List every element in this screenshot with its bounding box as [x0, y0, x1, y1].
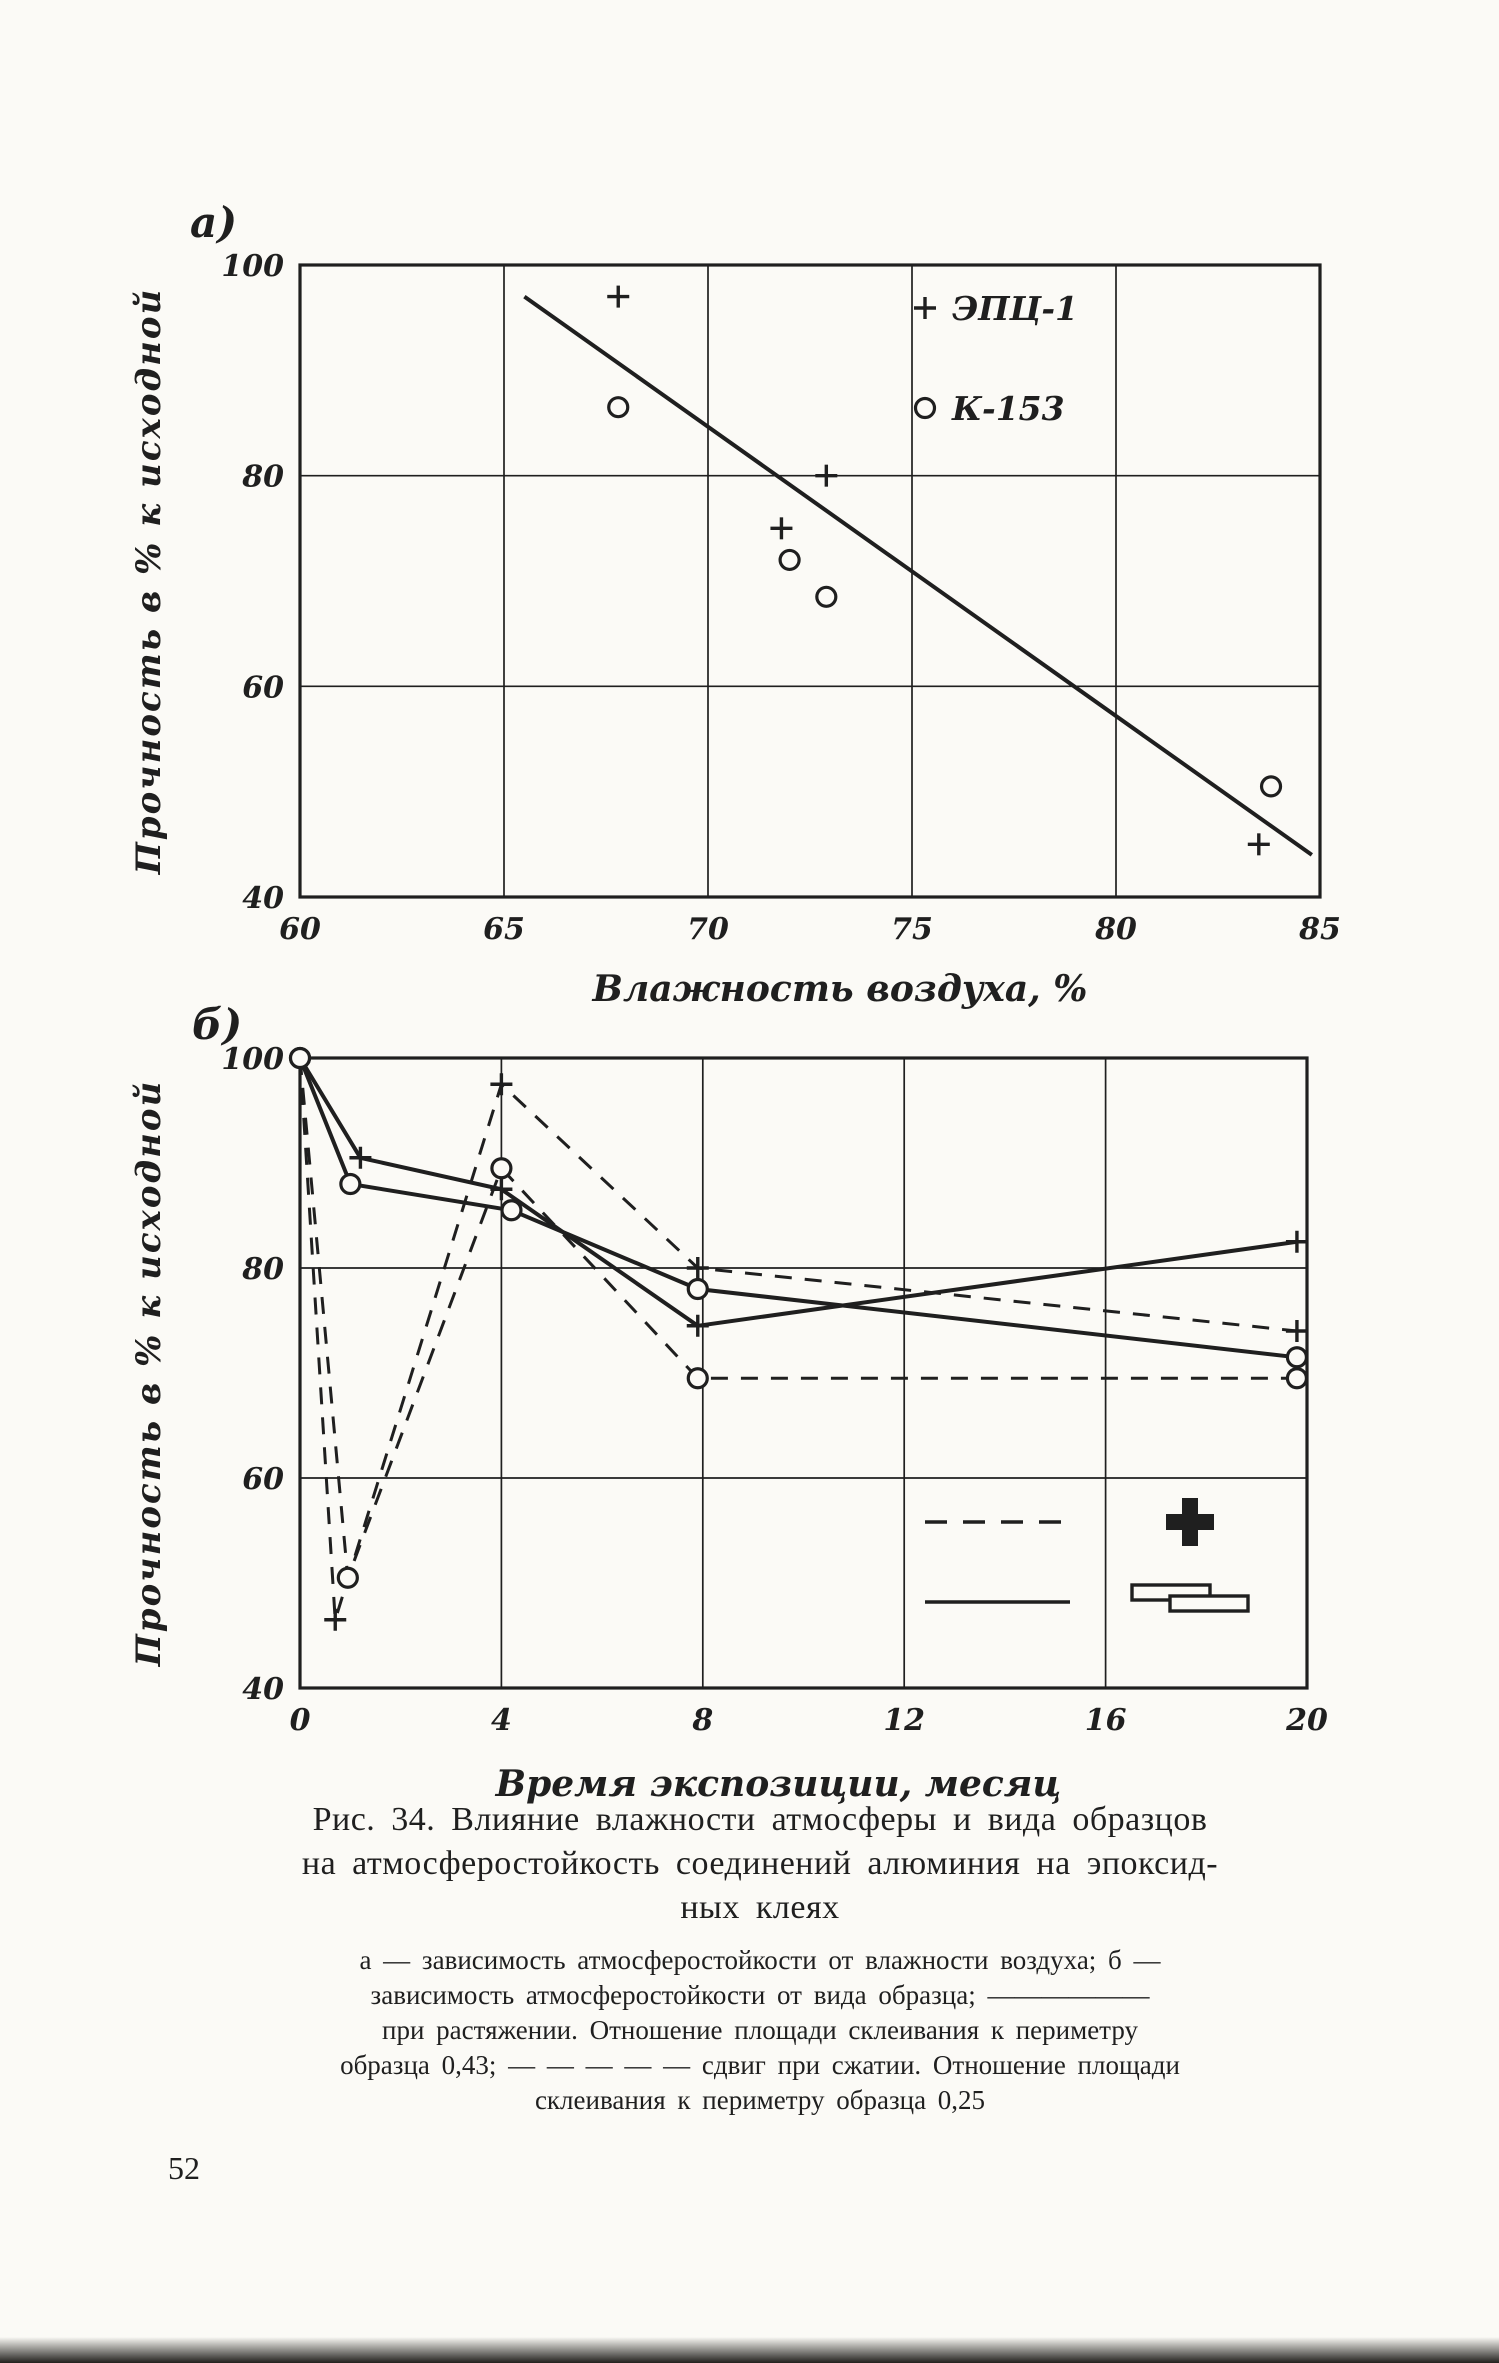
series-markers-plus [289, 1047, 1308, 1337]
y-tick-label: 100 [221, 1042, 284, 1077]
series-markers-circle [288, 1046, 1309, 1589]
caption-title: Рис. 34. Влияние влажности атмосферы и в… [225, 1798, 1295, 1931]
caption-title-line: на атмосферостойкость соединений алюмини… [301, 1845, 1219, 1883]
caption-detail-line: при растяжении. Отношение площади склеив… [382, 2014, 1138, 2045]
series-line-dashed-circle [298, 1057, 1297, 1579]
series-markers-plus [289, 1047, 1308, 1631]
caption-detail-line: а — зависимость атмосферостойкости от вл… [359, 1944, 1161, 1975]
legend-label: ЭПЦ-1 [952, 289, 1078, 328]
x-tick-label: 80 [1094, 912, 1137, 947]
caption-detail-line: образца 0,43; — — — — — сдвиг при сжатии… [340, 2049, 1180, 2080]
x-axis-title: Влажность воздуха, % [592, 968, 1088, 1010]
y-tick-label: 100 [221, 249, 284, 284]
caption-detail: а — зависимость атмосферостойкости от вл… [225, 1943, 1295, 2118]
series-circle [607, 396, 1283, 798]
y-tick-label: 80 [241, 460, 284, 495]
y-tick-label: 40 [242, 881, 284, 916]
page-number: 52 [168, 2150, 200, 2186]
x-tick-label: 8 [691, 1703, 713, 1738]
caption-detail-line: склеивания к периметру образца 0,25 [534, 2084, 986, 2115]
x-tick-label: 85 [1298, 912, 1341, 947]
x-tick-label: 20 [1285, 1703, 1328, 1738]
panel-label-a: а) [190, 198, 238, 247]
y-axis-title: Прочность в % к исходной [129, 1080, 169, 1668]
series-line-solid-plus [298, 1056, 1298, 1328]
x-tick-label: 16 [1085, 1703, 1127, 1738]
page-edge-shadow [0, 2337, 1499, 2363]
trend-line [523, 294, 1313, 857]
cross-specimen-icon [1166, 1498, 1214, 1546]
x-tick-label: 65 [483, 912, 525, 947]
y-tick-label: 40 [242, 1672, 284, 1707]
legend [925, 1498, 1250, 1613]
lap-joint-specimen-icon [1130, 1583, 1250, 1613]
legend-label: К-153 [951, 389, 1065, 428]
panel-label-b: б) [192, 1000, 243, 1049]
figure-caption: Рис. 34. Влияние влажности атмосферы и в… [225, 1798, 1295, 2118]
y-axis-title: Прочность в % к исходной [129, 288, 169, 876]
caption-detail-line: зависимость атмосферостойкости от вида о… [370, 1979, 1150, 2010]
series-plus [607, 285, 1270, 856]
x-axis-title: Время экспозиции, месяц [495, 1763, 1062, 1805]
x-tick-label: 75 [891, 912, 933, 947]
y-tick-label: 80 [241, 1252, 284, 1287]
x-tick-label: 12 [883, 1703, 925, 1738]
x-tick-label: 70 [687, 912, 729, 947]
y-tick-label: 60 [242, 1462, 284, 1497]
axes-grid: 40 60 80 100 0 4 8 12 16 20 [221, 1042, 1328, 1738]
legend: ЭПЦ-1 К-153 [913, 289, 1078, 428]
x-tick-label: 60 [279, 912, 321, 947]
y-tick-label: 60 [242, 670, 284, 705]
x-tick-label: 4 [491, 1703, 512, 1738]
caption-title-line: Рис. 34. Влияние влажности атмосферы и в… [312, 1801, 1208, 1838]
caption-title-line: ных клеях [680, 1889, 840, 1927]
x-tick-label: 0 [290, 1703, 311, 1738]
series-markers-circle [288, 1046, 1309, 1369]
chart-b-exposure-lines: 40 60 80 100 0 4 8 12 16 20 Прочность в % к исходн… [129, 1042, 1328, 1805]
